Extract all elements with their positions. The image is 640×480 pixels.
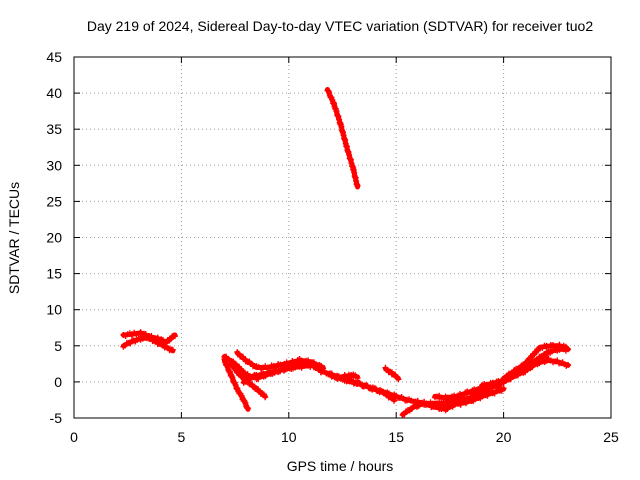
series-arc-rise-d [500, 341, 569, 382]
x-tick-label: 20 [496, 429, 512, 445]
data-point [229, 374, 236, 381]
x-tick-label: 15 [388, 429, 404, 445]
x-tick-label: 10 [281, 429, 297, 445]
chart-title: Day 219 of 2024, Sidereal Day-to-day VTE… [87, 18, 594, 34]
data-point [242, 399, 249, 406]
data-point [562, 343, 569, 350]
data-point [260, 391, 267, 398]
data-point [169, 346, 176, 353]
data-point [532, 349, 539, 356]
data-point [523, 360, 530, 367]
data-point [329, 96, 336, 103]
y-tick-label: 30 [46, 157, 62, 173]
series-arc-short [382, 364, 402, 383]
y-tick-label: 25 [46, 193, 62, 209]
series-arc-steep [324, 86, 361, 190]
data-point [391, 397, 398, 404]
y-tick-label: 45 [46, 49, 62, 65]
series-arc-late-c [333, 371, 361, 382]
y-tick-label: 35 [46, 121, 62, 137]
data-point [227, 360, 234, 367]
y-tick-label: 0 [54, 374, 62, 390]
plot-frame [73, 56, 612, 419]
data-point [234, 385, 241, 392]
data-point [522, 361, 529, 368]
data-point [326, 89, 333, 96]
y-tick-label: 5 [54, 338, 62, 354]
y-tick-label: 15 [46, 266, 62, 282]
x-tick-label: 5 [178, 429, 186, 445]
data-point [500, 385, 507, 392]
data-point [395, 376, 402, 383]
y-axis-label: SDTVAR / TECUs [6, 182, 22, 294]
y-tick-label: -5 [50, 410, 63, 426]
x-axis-label: GPS time / hours [287, 458, 394, 474]
x-tick-label: 25 [603, 429, 619, 445]
data-point [232, 382, 239, 389]
data-point [231, 364, 238, 371]
data-point [171, 333, 178, 340]
y-tick-label: 40 [46, 85, 62, 101]
data-point [565, 361, 572, 368]
data-point [221, 356, 228, 363]
y-tick-label: 20 [46, 230, 62, 246]
data-point [238, 392, 245, 399]
series-arc-early-lower [120, 333, 176, 354]
y-tick-label: 10 [46, 302, 62, 318]
data-point [262, 394, 269, 401]
series-arc-mid-c [221, 356, 251, 412]
x-tick-label: 0 [70, 429, 78, 445]
data-point [313, 362, 320, 369]
series-arc-low-d [436, 385, 507, 409]
data-point [516, 365, 523, 372]
data-point [244, 405, 251, 412]
data-layer [120, 86, 572, 418]
series-arc-mid-e [240, 361, 320, 386]
data-point [354, 374, 361, 381]
data-point [354, 182, 361, 189]
